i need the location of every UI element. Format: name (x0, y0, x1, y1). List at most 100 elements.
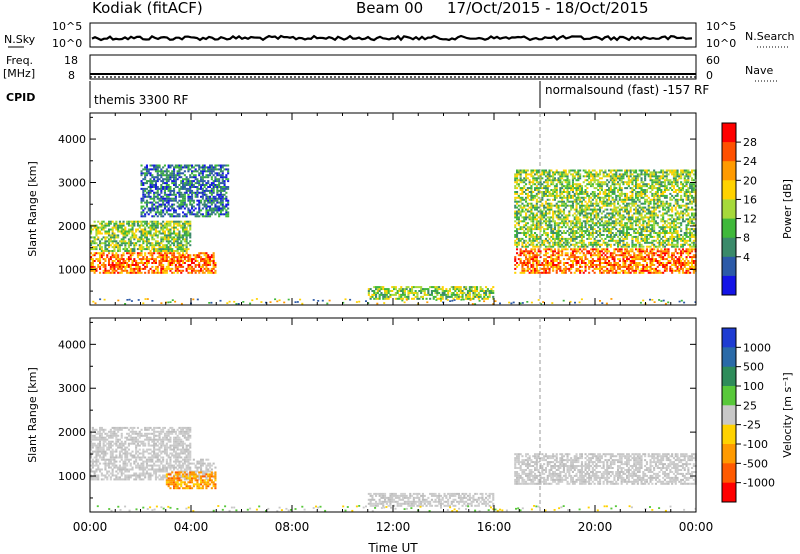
power-cell (550, 179, 553, 182)
power-cell (544, 262, 547, 264)
power-cell (176, 246, 179, 249)
power-cell (656, 265, 659, 268)
power-cell (561, 200, 564, 203)
power-cell (102, 254, 105, 257)
power-cell (561, 250, 564, 253)
power-cell (539, 243, 542, 246)
power-cell (544, 250, 547, 253)
power-cell (642, 245, 645, 248)
power-cell (185, 267, 188, 270)
power-cell (99, 222, 102, 225)
power-cell (633, 235, 636, 238)
power-cell (207, 174, 210, 177)
power-cell (216, 187, 219, 190)
power-cell (640, 179, 643, 182)
power-cell (180, 207, 183, 210)
power-cell (115, 236, 118, 239)
power-cell (577, 194, 580, 197)
power-cell (532, 191, 535, 193)
power-cell (519, 228, 522, 231)
power-cell (400, 293, 403, 296)
power-cell (180, 258, 183, 261)
power-cell (609, 243, 612, 246)
power-cell (615, 206, 618, 209)
power-cell (486, 297, 489, 300)
power-cell (627, 177, 630, 180)
power-cell (171, 207, 174, 210)
power-cell (608, 181, 611, 184)
power-cell (534, 258, 537, 261)
power-cell (160, 222, 163, 225)
power-cell (611, 177, 614, 180)
power-cell (624, 256, 627, 259)
power-cell (665, 264, 668, 266)
power-cell (555, 196, 558, 199)
power-cell (528, 226, 531, 229)
power-cell (593, 252, 596, 255)
power-cell (640, 267, 643, 270)
power-cell (109, 236, 112, 239)
power-cell (638, 222, 641, 225)
power-cell (537, 192, 540, 195)
power-cell (407, 293, 410, 296)
power-cell (606, 183, 609, 186)
power-cell (182, 187, 185, 190)
power-cell (590, 173, 593, 176)
power-cell (106, 230, 109, 233)
power-cell (210, 187, 213, 190)
power-cell (635, 187, 638, 190)
power-cell (534, 224, 537, 227)
power-cell (205, 269, 208, 272)
power-cell (617, 202, 620, 205)
power-cell (528, 181, 531, 184)
power-cell (194, 164, 197, 167)
power-cell (584, 222, 587, 225)
power-cell (142, 264, 145, 266)
cpid-strip: CPID themis 3300 RF normalsound (fast) -… (6, 81, 709, 108)
power-cell (629, 194, 632, 197)
power-cell (227, 186, 230, 188)
power-cell (100, 220, 103, 223)
power-cell (640, 237, 643, 240)
power-cell (577, 212, 580, 215)
power-cell (597, 192, 600, 195)
power-cell (635, 210, 638, 213)
power-cell (566, 204, 569, 207)
power-cell (546, 235, 549, 238)
power-cell (113, 234, 116, 237)
power-cell (117, 246, 120, 249)
power-cell (516, 200, 519, 203)
power-cell (573, 169, 576, 172)
power-cell (629, 181, 632, 184)
power-cell (429, 293, 432, 296)
power-cell (189, 186, 192, 188)
nsky-label: N.Sky (4, 33, 36, 46)
power-cell (205, 213, 208, 216)
power-cell (597, 226, 600, 229)
power-cell (535, 173, 538, 176)
power-cell (167, 187, 170, 190)
power-cell (384, 295, 387, 298)
power-cell (636, 250, 639, 253)
power-cell (564, 204, 567, 207)
power-cell (140, 224, 143, 227)
power-cell (586, 218, 589, 221)
power-cell (151, 174, 154, 177)
power-cell (642, 191, 645, 193)
power-cell (568, 267, 571, 270)
power-cell (526, 196, 529, 199)
power-cell (519, 169, 522, 172)
power-cell (429, 297, 432, 300)
power-cell (126, 242, 129, 245)
power-cell (514, 235, 517, 238)
power-cell (573, 212, 576, 215)
power-cell (176, 269, 179, 272)
power-cell (579, 189, 582, 191)
power-cell (185, 242, 188, 245)
power-cell (548, 271, 551, 274)
power-cell (622, 258, 625, 261)
power-cell (642, 237, 645, 240)
power-cell (189, 228, 192, 231)
power-cell (182, 184, 185, 186)
power-cell (163, 191, 166, 194)
